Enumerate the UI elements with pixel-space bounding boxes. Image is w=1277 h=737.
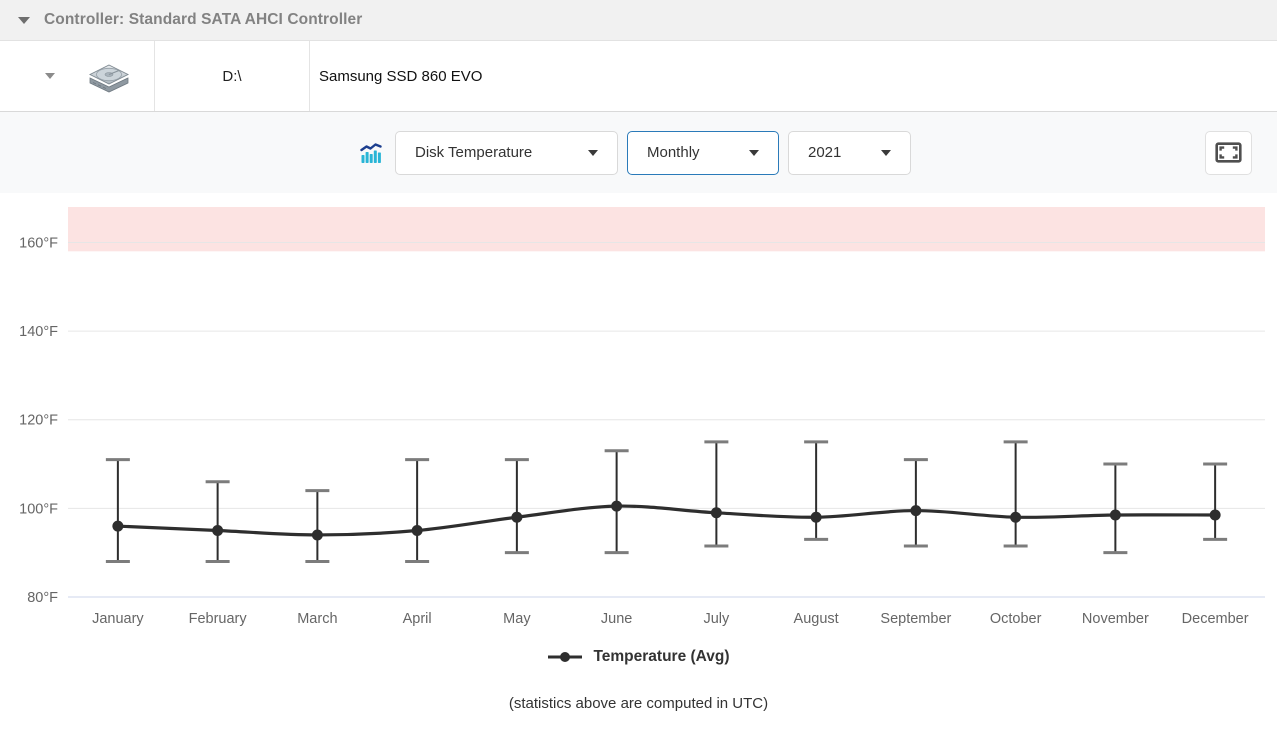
chart-stats-icon (360, 142, 382, 164)
y-tick-label: 160°F (19, 235, 58, 251)
chevron-down-icon (881, 149, 891, 156)
utc-note: (statistics above are computed in UTC) (508, 695, 769, 712)
avg-temperature-point (311, 529, 323, 541)
collapse-controller-icon[interactable] (18, 16, 30, 24)
hard-drive-icon (88, 63, 130, 92)
y-tick-label: 80°F (27, 590, 58, 606)
y-tick-label: 100°F (19, 501, 58, 517)
avg-temperature-point (910, 505, 922, 517)
chart-toolbar: Disk Temperature Monthly 2021 (0, 112, 1277, 193)
x-tick-label: October (990, 611, 1042, 627)
year-select[interactable]: 2021 (788, 130, 911, 175)
avg-temperature-point (1109, 509, 1121, 521)
controller-title: Controller: Standard SATA AHCI Controlle… (44, 11, 363, 28)
x-tick-label: February (189, 611, 248, 627)
metric-select-value: Disk Temperature (415, 144, 533, 161)
x-tick-label: September (880, 611, 951, 627)
device-toggle-cell (0, 41, 155, 111)
y-tick-label: 120°F (19, 413, 58, 429)
x-tick-label: January (92, 611, 144, 627)
x-tick-label: July (703, 611, 730, 627)
avg-temperature-point (1209, 509, 1221, 521)
year-select-value: 2021 (808, 144, 842, 161)
temperature-chart-panel: 80°F 100°F 120°F 140°F 160°F January February M… (0, 193, 1277, 712)
overheat-plot-band (68, 207, 1265, 252)
fullscreen-button[interactable] (1205, 130, 1252, 175)
temperature-chart[interactable]: 80°F 100°F 120°F 140°F 160°F January February M… (0, 193, 1277, 633)
avg-temperature-point (511, 511, 523, 523)
fullscreen-icon (1215, 142, 1242, 163)
avg-temperature-line (116, 504, 1217, 537)
avg-temperature-point (1010, 511, 1022, 523)
legend[interactable]: Temperature (Avg) (0, 645, 1277, 669)
period-select[interactable]: Monthly (627, 130, 779, 175)
x-tick-label: June (601, 611, 632, 627)
legend-label: Temperature (Avg) (593, 648, 730, 665)
avg-temperature-point (411, 525, 423, 537)
period-select-value: Monthly (647, 144, 700, 161)
x-tick-label: March (297, 611, 337, 627)
avg-temperature-point (611, 500, 623, 512)
device-row: D:\ Samsung SSD 860 EVO (0, 41, 1277, 112)
avg-temperature-point (710, 507, 722, 519)
x-tick-label: November (1082, 611, 1149, 627)
legend-marker-icon (548, 652, 583, 662)
x-tick-label: April (403, 611, 432, 627)
avg-temperature-point (212, 525, 224, 537)
drive-model: Samsung SSD 860 EVO (319, 67, 483, 85)
y-tick-label: 140°F (19, 324, 58, 340)
avg-temperature-point (112, 520, 124, 532)
x-tick-label: May (503, 611, 531, 627)
drive-letter: D:\ (155, 41, 310, 111)
avg-temperature-point (810, 511, 822, 523)
expand-device-icon[interactable] (45, 73, 55, 79)
chevron-down-icon (588, 149, 598, 156)
chevron-down-icon (749, 149, 759, 156)
x-tick-label: August (794, 611, 839, 627)
controller-header: Controller: Standard SATA AHCI Controlle… (0, 0, 1277, 41)
metric-select[interactable]: Disk Temperature (395, 130, 618, 175)
x-tick-label: December (1182, 611, 1249, 627)
